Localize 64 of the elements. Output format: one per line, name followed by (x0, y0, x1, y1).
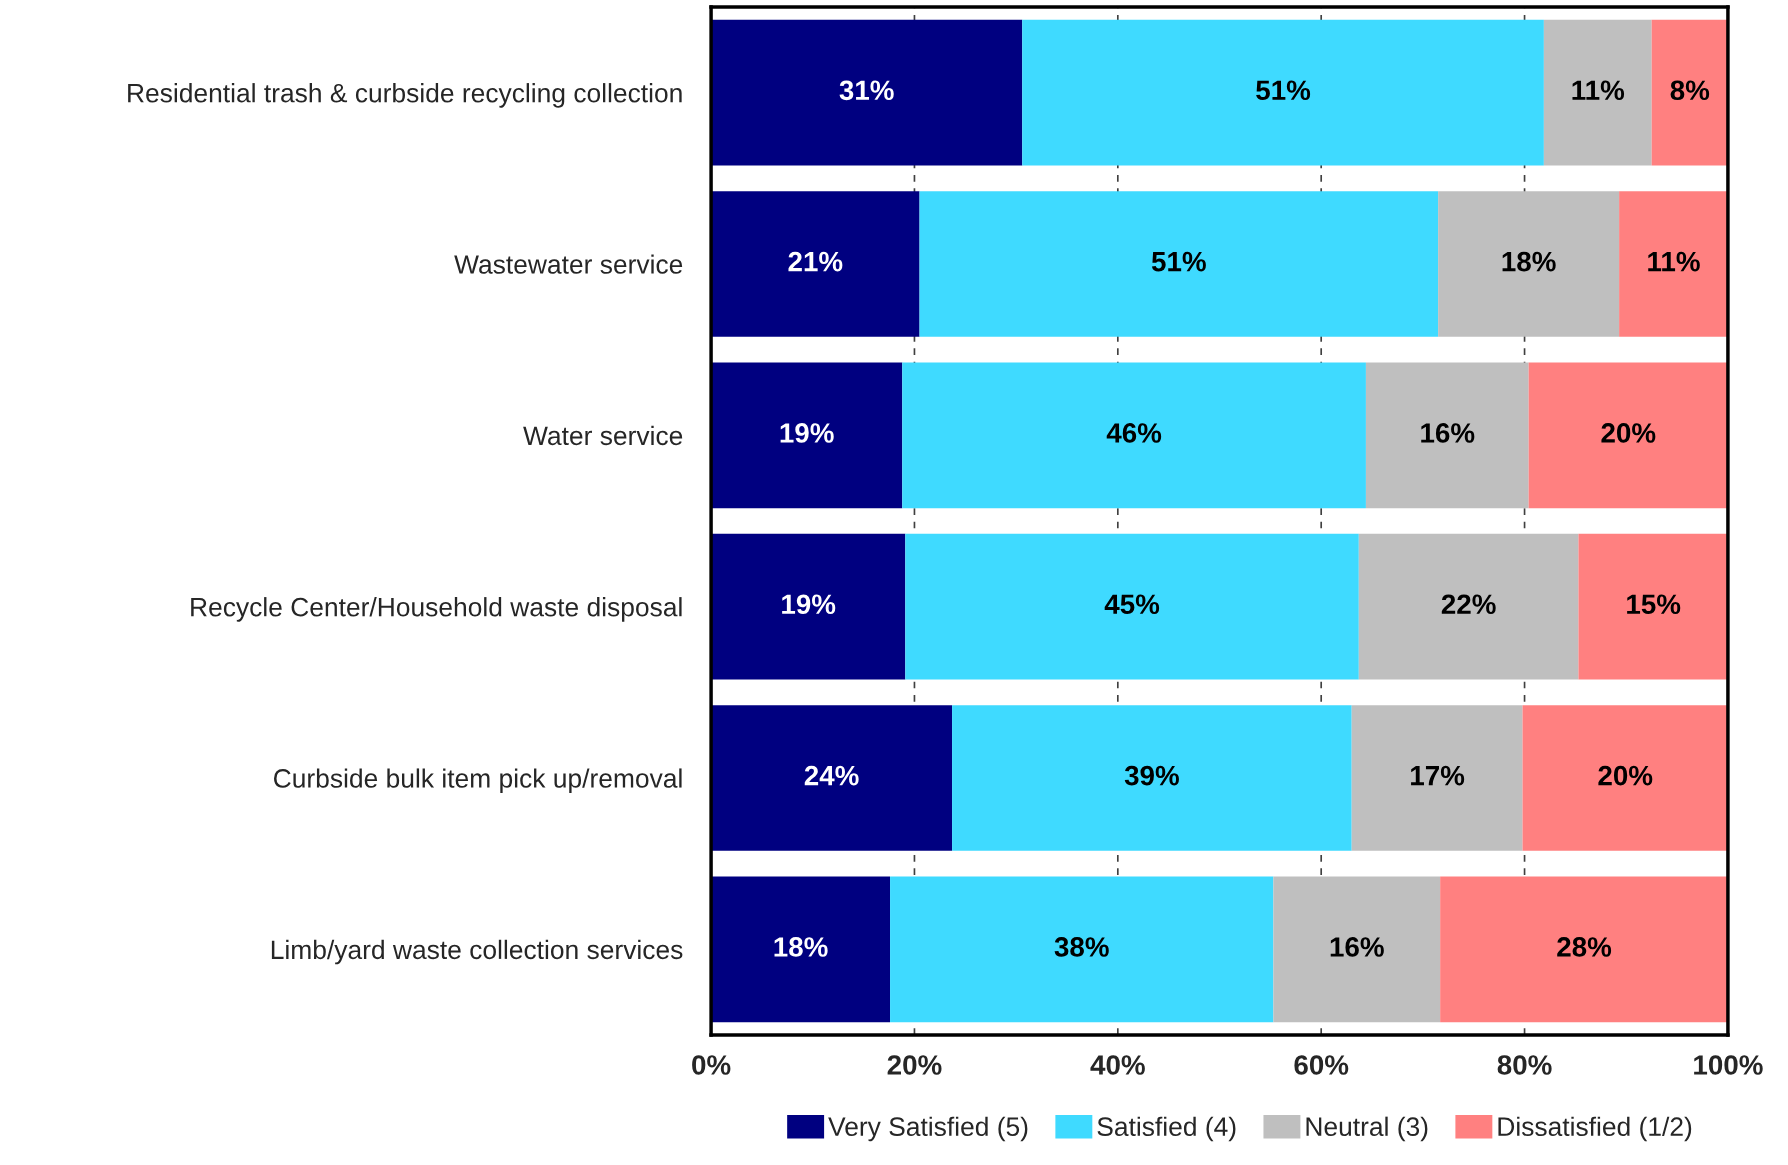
data-label: 16% (1330, 937, 1384, 957)
y-tick-label: Curbside bulk item pick up/removal (274, 768, 682, 794)
bar (952, 705, 1352, 851)
data-label: 18% (774, 937, 828, 957)
bar (1365, 362, 1529, 509)
data-label: 11% (1572, 80, 1625, 101)
data-label: 20% (1601, 423, 1656, 443)
bar (890, 876, 1274, 1023)
y-tick-label: Recycle Center/Household waste disposal (191, 597, 682, 622)
x-tick-label: 0% (692, 1055, 731, 1075)
x-tick-label: 60% (1294, 1055, 1349, 1075)
bar (905, 533, 1359, 680)
y-tick-label: Residential trash & curbside recycling collection (128, 83, 682, 108)
bar (711, 533, 906, 680)
x-tick-label: 20% (887, 1055, 942, 1075)
y-tick-label: Water service (523, 425, 683, 446)
bar (1522, 705, 1728, 851)
bar (919, 191, 1439, 337)
bar (1651, 19, 1728, 166)
legend-label: Satisfied (4) (1097, 1116, 1236, 1142)
x-tick-label: 100% (1694, 1055, 1763, 1075)
data-label: 21% (788, 251, 843, 272)
bar (1438, 191, 1620, 337)
data-label: 20% (1598, 765, 1653, 786)
bar (711, 191, 920, 337)
bar (1022, 19, 1544, 166)
legend-label: Very Satisfied (5) (828, 1116, 1028, 1142)
data-label: 51% (1151, 251, 1206, 272)
data-label: 19% (780, 423, 834, 443)
legend-label: Dissatisfied (1/2) (1498, 1116, 1692, 1142)
bar (1273, 876, 1441, 1023)
bar (1543, 19, 1652, 166)
bar (1351, 705, 1523, 851)
data-label: 15% (1627, 594, 1681, 615)
data-label: 24% (804, 765, 859, 786)
bar (711, 362, 903, 509)
bar (711, 705, 953, 851)
y-tick-label: Wastewater service (454, 254, 683, 274)
bar (1578, 533, 1728, 680)
bar (711, 19, 1023, 166)
data-label: 17% (1411, 765, 1465, 786)
bar (1528, 362, 1728, 509)
x-tick-label: 40% (1090, 1055, 1145, 1075)
data-label: 51% (1256, 80, 1311, 101)
y-tick-label: Limb/yard waste collection services (271, 939, 683, 965)
data-label: 22% (1441, 594, 1496, 615)
data-label: 31% (839, 80, 894, 101)
bar (1440, 876, 1728, 1023)
data-label: 16% (1421, 423, 1475, 443)
data-label: 18% (1502, 251, 1556, 272)
bar (711, 876, 891, 1023)
legend-label: Neutral (3) (1306, 1116, 1428, 1142)
data-label: 28% (1557, 937, 1612, 957)
data-label: 11% (1648, 251, 1700, 272)
bar (902, 362, 1366, 509)
data-label: 8% (1670, 80, 1710, 101)
data-label: 38% (1054, 937, 1109, 957)
bar (1619, 191, 1728, 337)
data-label: 39% (1124, 765, 1179, 786)
data-label: 46% (1106, 423, 1162, 443)
bar (1358, 533, 1579, 680)
data-label: 19% (782, 594, 836, 615)
data-label: 45% (1104, 594, 1160, 615)
x-tick-label: 80% (1497, 1055, 1552, 1075)
